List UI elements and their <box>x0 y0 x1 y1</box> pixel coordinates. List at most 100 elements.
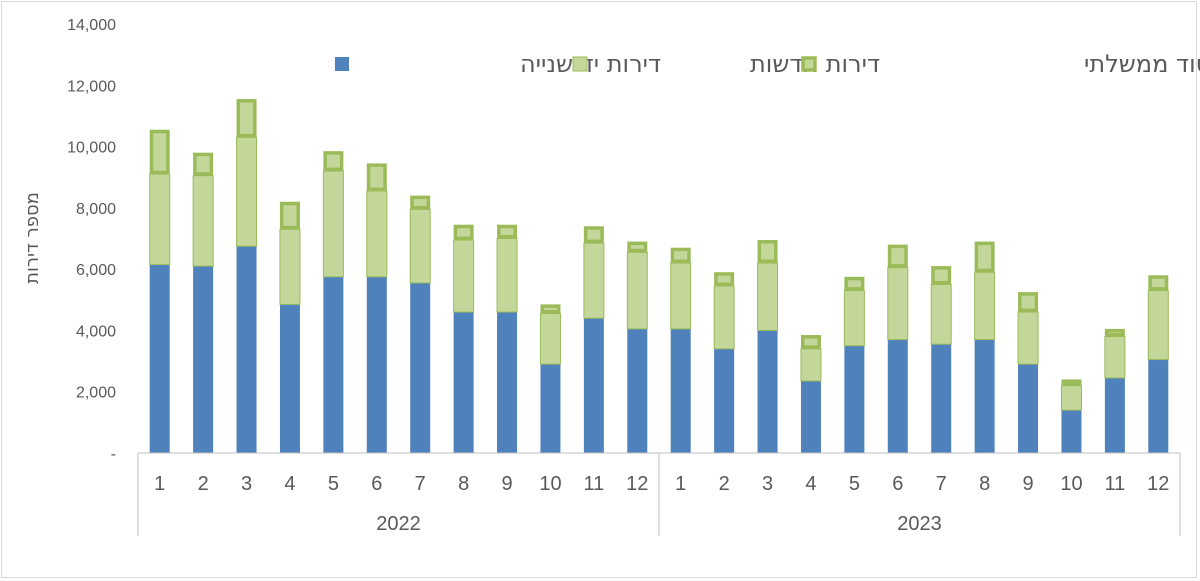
y-tick-label: 12,000 <box>67 78 116 95</box>
bar-second-hand <box>323 276 344 453</box>
x-tick-label: 12 <box>1147 473 1169 495</box>
bar-subsidized <box>323 151 344 172</box>
bar-second-hand <box>800 380 821 453</box>
bar-new <box>713 285 735 350</box>
bar-subsidized <box>1018 292 1039 313</box>
bar-new <box>670 262 692 330</box>
bar-subsidized <box>366 163 387 192</box>
legend-swatch <box>801 56 817 72</box>
bar-new <box>800 348 822 382</box>
bar-subsidized <box>279 201 300 230</box>
bar-new <box>236 136 258 247</box>
y-axis-label: מספר דירות <box>22 192 43 284</box>
bar-new <box>366 190 388 278</box>
bar-second-hand <box>193 266 214 453</box>
x-tick-label: 11 <box>583 473 604 495</box>
x-tick-label: 6 <box>892 473 903 495</box>
y-tick-label: 8,000 <box>76 201 116 218</box>
bar-subsidized <box>974 241 995 273</box>
bar-second-hand <box>1148 359 1169 453</box>
bar-subsidized <box>627 241 648 253</box>
bar-new <box>322 170 344 278</box>
bar-new <box>843 290 865 347</box>
x-tick-label: 9 <box>501 473 512 495</box>
bar-second-hand <box>149 264 170 453</box>
x-tick-label: 3 <box>762 473 773 495</box>
x-tick-label: 7 <box>415 473 426 495</box>
y-tick-label: 14,000 <box>67 17 116 34</box>
bar-new <box>409 208 431 284</box>
legend-label: דירות בסבסוד ממשלתי <box>1084 50 1200 78</box>
bar-second-hand <box>757 330 778 453</box>
bar-new <box>930 283 952 345</box>
bar-second-hand <box>887 339 908 453</box>
legend-swatch <box>572 56 588 72</box>
y-tick-label: 10,000 <box>67 140 116 157</box>
bar-subsidized <box>887 244 908 268</box>
bar-subsidized <box>583 226 604 244</box>
bar-subsidized <box>149 129 170 175</box>
x-tick-label: 4 <box>805 473 816 495</box>
bar-second-hand <box>931 344 952 453</box>
x-tick-label: 11 <box>1104 473 1125 495</box>
y-tick-label: 2,000 <box>76 385 116 402</box>
x-tick-label: 1 <box>675 473 686 495</box>
y-axis: - 2,000 4,000 6,000 8,000 10,000 12,000 14,000 <box>67 17 116 463</box>
x-tick-label: 6 <box>371 473 382 495</box>
bar-new <box>192 175 214 267</box>
bar-subsidized <box>1148 275 1169 291</box>
bar-subsidized <box>714 272 735 286</box>
bar-subsidized <box>931 266 952 285</box>
bar-subsidized <box>193 152 214 176</box>
y-tick-label: - <box>111 446 116 463</box>
x-tick-label: 12 <box>626 473 648 495</box>
x-tick-label: 2 <box>719 473 730 495</box>
bar-new <box>279 228 301 305</box>
x-tick-label: 8 <box>979 473 990 495</box>
bar-second-hand <box>670 328 691 453</box>
bar-subsidized <box>540 304 561 314</box>
bar-new <box>1060 385 1082 411</box>
bar-second-hand <box>714 348 735 453</box>
bar-second-hand <box>366 276 387 453</box>
bar-second-hand <box>453 312 474 453</box>
bar-subsidized <box>800 335 821 349</box>
x-tick-label: 10 <box>539 473 561 495</box>
x-tick-label: 5 <box>328 473 339 495</box>
bar-new <box>583 242 605 319</box>
bar-second-hand <box>410 282 431 453</box>
bar-subsidized <box>236 99 257 138</box>
bar-second-hand <box>583 318 604 453</box>
x-tick-label: 1 <box>154 473 165 495</box>
bar-second-hand <box>279 304 300 453</box>
bar-subsidized <box>497 224 518 239</box>
bars <box>149 99 1169 453</box>
x-tick-label: 2 <box>198 473 209 495</box>
bar-subsidized <box>1061 379 1082 386</box>
y-tick-label: 6,000 <box>76 262 116 279</box>
legend-swatch <box>335 57 349 71</box>
bar-subsidized <box>670 247 691 264</box>
bar-new <box>626 251 648 330</box>
legend-label: דירות יד שנייה <box>520 50 661 78</box>
bar-new <box>1104 336 1126 379</box>
bar-new <box>757 262 779 331</box>
bar-subsidized <box>410 195 431 210</box>
bar-subsidized <box>453 224 474 241</box>
bar-new <box>453 239 475 313</box>
bar-new <box>1017 311 1039 365</box>
bar-second-hand <box>1018 364 1039 453</box>
bar-subsidized <box>757 240 778 264</box>
bar-new <box>496 238 518 313</box>
bar-new <box>1147 290 1169 361</box>
x-tick-label: 10 <box>1060 473 1082 495</box>
bar-second-hand <box>844 345 865 453</box>
x-tick-label: 8 <box>458 473 469 495</box>
x-tick-label: 9 <box>1022 473 1033 495</box>
x-tick-label: 4 <box>284 473 295 495</box>
bar-second-hand <box>1061 410 1082 453</box>
bar-second-hand <box>236 246 257 453</box>
